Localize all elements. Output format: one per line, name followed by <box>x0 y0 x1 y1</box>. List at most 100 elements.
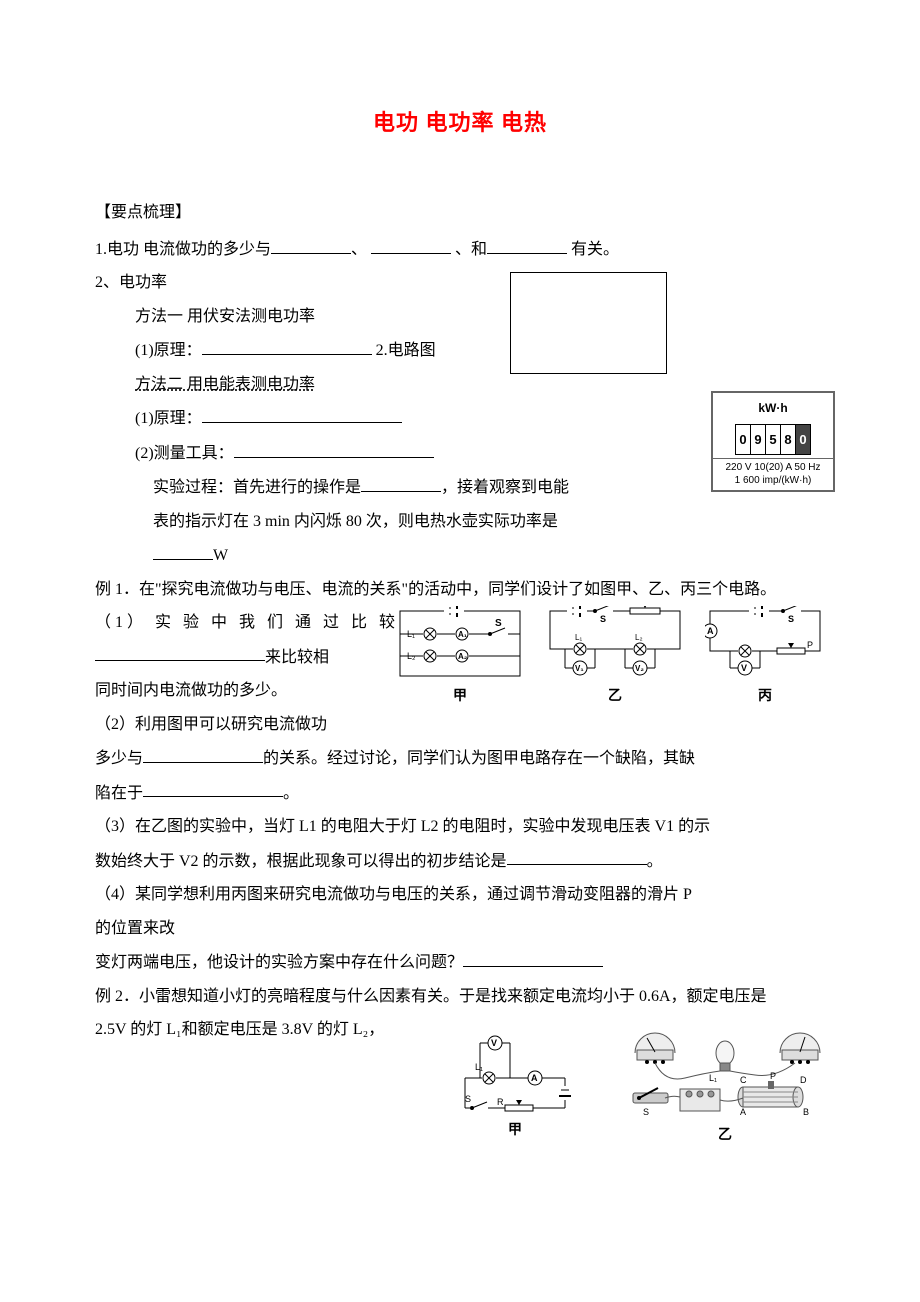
blank <box>95 640 265 662</box>
svg-text:A₁: A₁ <box>458 630 468 639</box>
m1-circuit-label: 2.电路图 <box>376 342 436 359</box>
meter-info: 220 V 10(20) A 50 Hz 1 600 imp/(kW·h) <box>713 458 833 487</box>
ex2-a: 例 2．小雷想知道小灯的亮暗程度与什么因素有关。于是找来额定电流均小于 0.6A… <box>95 980 825 1014</box>
blank <box>507 844 647 866</box>
circuits-row: S L₁ A₁ L₂ <box>395 606 825 711</box>
svg-text:L₁: L₁ <box>709 1073 717 1083</box>
blank <box>153 538 213 560</box>
svg-text:C: C <box>740 1075 747 1085</box>
ex1-q2d: 陷在于 <box>95 784 143 801</box>
m2-tool-label: (2)测量工具： <box>135 445 234 462</box>
circuit-b-svg: S P L₁ L₂ <box>545 606 685 684</box>
bottom-circuit-b: L₁ S <box>625 1023 825 1150</box>
m2-proc-unit: W <box>213 547 228 564</box>
ex1-q2a: （2）利用图甲可以研究电流做功 <box>95 708 825 742</box>
p1-suffix: 有关。 <box>567 241 619 258</box>
blank <box>202 333 372 355</box>
meter-digits: 0 9 5 8 0 <box>735 424 811 455</box>
ex1-q1-q2-wrap: S L₁ A₁ L₂ <box>95 606 825 741</box>
svg-text:L₁: L₁ <box>475 1062 483 1072</box>
circuit-a: S L₁ A₁ L₂ <box>395 606 525 711</box>
blank <box>371 232 451 254</box>
svg-text:S: S <box>788 614 794 624</box>
ex1-q2b: 多少与 <box>95 750 143 767</box>
circuit-c-svg: S A P <box>705 606 825 684</box>
ex1-q3b: 数始终大于 V2 的示数，根据此现象可以得出的初步结论是 <box>95 852 507 869</box>
blank <box>271 232 351 254</box>
svg-text:S: S <box>495 618 502 629</box>
m2-proc-line2: 表的指示灯在 3 min 内闪烁 80 次，则电热水壶实际功率是 <box>95 505 713 539</box>
fig-label-a: 甲 <box>395 682 525 711</box>
blank <box>234 436 434 458</box>
svg-text:V₂: V₂ <box>635 664 644 673</box>
point-1: 1.电功 电流做功的多少与 、 、和 有关。 <box>95 232 825 266</box>
svg-text:P: P <box>770 1071 776 1081</box>
meter-digit: 8 <box>781 425 796 454</box>
p1-mid1: 、 <box>351 241 371 258</box>
ex1-q2e: 。 <box>283 784 299 801</box>
blank <box>143 776 283 798</box>
page-title: 电功 电功率 电热 <box>95 100 825 146</box>
outline-header: 【要点梳理】 <box>95 196 825 230</box>
bottom-fig-label-a: 甲 <box>455 1116 575 1145</box>
circuit-a-svg: S L₁ A₁ L₂ <box>395 606 525 684</box>
meter-line2: 1 600 imp/(kW·h) <box>713 474 833 487</box>
method1-principle: (1)原理： 2.电路图 <box>95 333 825 367</box>
meter-unit: kW·h <box>713 396 833 423</box>
p1-mid2: 、和 <box>451 241 487 258</box>
ex2-b: 2.5V 的灯 L₁和额定电压是 3.8V 的灯 L₂， <box>95 1013 384 1047</box>
svg-text:R: R <box>497 1097 504 1107</box>
svg-text:A: A <box>740 1107 746 1117</box>
svg-text:V₁: V₁ <box>575 664 584 673</box>
bottom-a-svg: V L₁ A S <box>455 1023 575 1118</box>
bottom-figs: V L₁ A S <box>455 1023 825 1150</box>
meter-line1: 220 V 10(20) A 50 Hz <box>713 461 833 474</box>
meter-digit: 5 <box>766 425 781 454</box>
circuit-b: S P L₁ L₂ <box>545 606 685 711</box>
svg-text:L₂: L₂ <box>635 633 643 642</box>
circuit-placeholder-box <box>510 272 667 374</box>
ex2-wrap: 2.5V 的灯 L₁和额定电压是 3.8V 的灯 L₂， V <box>95 1013 825 1143</box>
p1-prefix: 1.电功 电流做功的多少与 <box>95 241 271 258</box>
ex1-q2-line: 多少与 的关系。经过讨论，同学们认为图甲电路存在一个缺陷，其缺 <box>95 741 825 775</box>
method1-header: 方法一 用伏安法测电功率 <box>95 300 825 334</box>
fig-label-c: 丙 <box>705 682 825 711</box>
ex1-intro: 例 1．在"探究电流做功与电压、电流的关系"的活动中，同学们设计了如图甲、乙、丙… <box>95 573 825 607</box>
meter-digit: 9 <box>751 425 766 454</box>
circuit-c: S A P <box>705 606 825 711</box>
ex1-q4c: 变灯两端电压，他设计的实验方案中存在什么问题？ <box>95 954 463 971</box>
m2-proc-1: 实验过程：首先进行的操作是 <box>153 479 361 496</box>
svg-text:A₂: A₂ <box>458 652 468 661</box>
blank <box>202 401 402 423</box>
ex1-q1b-text: 来比较相 <box>265 648 329 665</box>
ex1-q3c: 。 <box>647 852 663 869</box>
fig-label-b: 乙 <box>545 682 685 711</box>
ex1-q3a: （3）在乙图的实验中，当灯 L1 的电阻大于灯 L2 的电阻时，实验中发现电压表… <box>95 810 825 844</box>
m2-principle-label: (1)原理： <box>135 410 202 427</box>
m2-proc-2: ，接着观察到电能 <box>441 479 569 496</box>
bottom-fig-label-b: 乙 <box>625 1121 825 1150</box>
blank <box>463 945 603 967</box>
m1-principle-label: (1)原理： <box>135 342 202 359</box>
ex1-q3-line: 数始终大于 V2 的示数，根据此现象可以得出的初步结论是 。 <box>95 844 825 878</box>
ex1-q4a: （4）某同学想利用丙图来研究电流做功与电压的关系，通过调节滑动变阻器的滑片 P <box>95 878 825 912</box>
svg-text:L₂: L₂ <box>407 651 416 661</box>
energy-meter: kW·h 0 9 5 8 0 220 V 10(20) A 50 Hz 1 60… <box>711 391 835 491</box>
svg-text:P: P <box>807 640 813 650</box>
blank <box>361 470 441 492</box>
svg-text:S: S <box>643 1107 649 1117</box>
svg-text:V: V <box>491 1038 497 1048</box>
blank <box>143 741 263 763</box>
bottom-b-svg: L₁ S <box>625 1023 825 1123</box>
ex1-q2c: 的关系。经过讨论，同学们认为图甲电路存在一个缺陷，其缺 <box>263 750 695 767</box>
ex1-q4b: 的位置来改 <box>95 912 825 946</box>
svg-text:S: S <box>465 1094 471 1104</box>
svg-text:B: B <box>803 1107 809 1117</box>
m2-proc-line3: W <box>95 538 825 572</box>
p2-header: 2、电功率 <box>95 266 825 300</box>
svg-text:L₁: L₁ <box>575 633 582 642</box>
ex1-q2-line2: 陷在于 。 <box>95 776 825 810</box>
bottom-circuit-a: V L₁ A S <box>455 1023 575 1145</box>
svg-text:D: D <box>800 1075 807 1085</box>
svg-text:S: S <box>600 614 606 624</box>
